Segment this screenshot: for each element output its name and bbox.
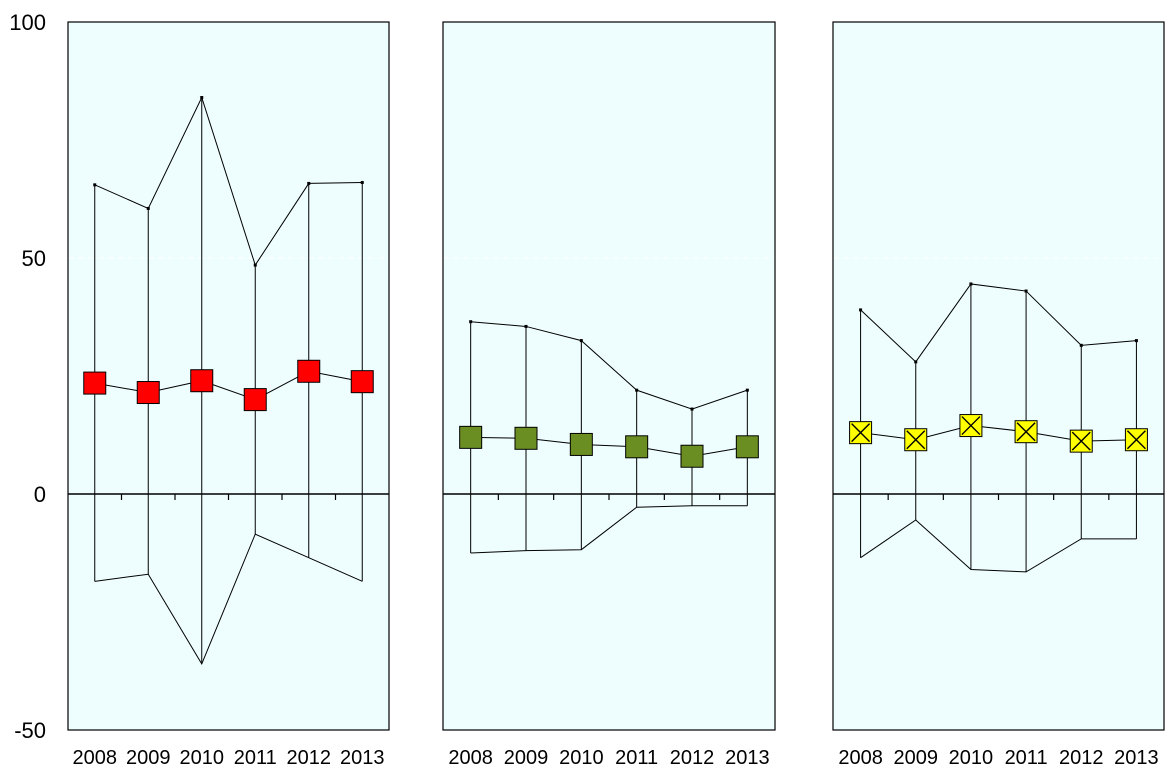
high-line	[470, 321, 748, 410]
value-marker	[83, 371, 107, 395]
x-tick-label: 2013	[340, 747, 385, 769]
x-tick-label: 2008	[73, 747, 118, 769]
y-tick-label: 50	[22, 246, 46, 271]
x-tick-label: 2011	[234, 747, 277, 769]
panel-background	[833, 22, 1164, 730]
high-point	[1024, 289, 1028, 293]
high-point	[307, 181, 311, 185]
high-point	[1079, 343, 1083, 347]
high-line	[94, 96, 363, 267]
value-marker	[680, 444, 704, 468]
y-tick-label: -50	[14, 718, 46, 743]
panel-frame	[442, 21, 776, 731]
x-tick-label: 2012	[670, 747, 715, 769]
panel-frame	[832, 21, 1165, 731]
value-marker	[569, 432, 593, 456]
high-point	[469, 320, 473, 324]
low-line	[470, 505, 748, 554]
high-point	[635, 388, 639, 392]
y-tick-label: 100	[9, 10, 46, 35]
value-marker-cross	[1126, 430, 1146, 450]
x-tick-label: 2009	[126, 747, 171, 769]
high-point	[859, 308, 863, 312]
value-marker-cross	[851, 423, 871, 443]
high-point	[690, 407, 694, 411]
low-line	[860, 519, 1137, 573]
panel-frame	[67, 21, 390, 731]
panel-background	[68, 22, 389, 730]
low-line	[94, 533, 363, 666]
value-marker-cross	[906, 430, 926, 450]
x-tick-label: 2009	[894, 747, 939, 769]
high-point	[579, 339, 583, 343]
high-point	[969, 282, 973, 286]
high-point	[253, 263, 257, 267]
high-point	[360, 180, 364, 184]
x-tick-label: 2011	[615, 747, 658, 769]
value-marker-cross	[961, 416, 981, 436]
high-point	[93, 183, 97, 187]
x-tick-label: 2010	[949, 747, 994, 769]
value-marker	[350, 370, 374, 394]
x-tick-label: 2012	[287, 747, 332, 769]
value-marker-cross	[1071, 431, 1091, 451]
high-point	[1134, 339, 1138, 343]
y-tick-label: 0	[34, 482, 46, 507]
value-marker	[297, 359, 321, 383]
high-point	[745, 388, 749, 392]
high-line	[860, 283, 1137, 363]
panel-3: 2008 2009 2010 2011 2012 2013	[832, 21, 1165, 769]
value-marker	[136, 381, 160, 405]
x-tick-label: 2008	[838, 747, 883, 769]
value-marker	[243, 388, 267, 412]
panel-2: 2008 2009 2010 2011 2012 2013	[442, 21, 776, 769]
x-tick-label: 2010	[180, 747, 225, 769]
value-marker	[735, 435, 759, 459]
panel-1: 2008 2009 2010 2011 2012 2013	[67, 21, 390, 769]
high-point	[146, 206, 150, 210]
x-tick-label: 2013	[1114, 747, 1159, 769]
high-point	[524, 324, 528, 328]
high-point	[914, 360, 918, 364]
value-marker	[190, 369, 214, 393]
high-point	[200, 96, 204, 100]
value-marker	[514, 426, 538, 450]
x-tick-label: 2013	[725, 747, 770, 769]
x-tick-label: 2008	[448, 747, 493, 769]
x-tick-label: 2010	[559, 747, 604, 769]
value-marker	[459, 425, 483, 449]
value-marker	[625, 435, 649, 459]
panel-background	[443, 22, 775, 730]
x-tick-label: 2009	[504, 747, 549, 769]
x-tick-label: 2012	[1059, 747, 1104, 769]
x-tick-label: 2011	[1005, 747, 1048, 769]
value-marker-cross	[1016, 422, 1036, 442]
